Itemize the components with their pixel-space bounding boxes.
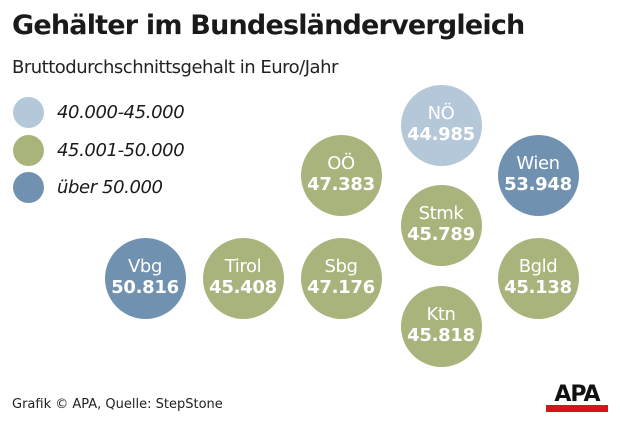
bubble-oö: OÖ 47.383 <box>300 134 382 216</box>
bubble-label: Sbg <box>324 256 358 277</box>
chart-title: Gehälter im Bundesländervergleich <box>12 10 525 41</box>
bubble-value: 45.138 <box>504 277 572 298</box>
bubble-sbg: Sbg 47.176 <box>300 237 382 319</box>
apa-logo-bar <box>546 405 608 412</box>
legend-label: 45.001-50.000 <box>57 139 185 161</box>
bubble-wien: Wien 53.948 <box>497 134 579 216</box>
bubble-value: 44.985 <box>407 124 475 145</box>
bubble-value: 45.789 <box>407 224 475 245</box>
legend-label: 40.000-45.000 <box>57 101 185 123</box>
bubble-label: Tirol <box>224 256 262 277</box>
bubble-vbg: Vbg 50.816 <box>104 237 186 319</box>
bubble-value: 50.816 <box>111 277 179 298</box>
bubble-value: 45.408 <box>209 277 277 298</box>
legend-dot-mid <box>13 134 44 166</box>
source-credit: Grafik © APA, Quelle: StepStone <box>12 397 223 412</box>
apa-logo-text: APA <box>554 382 600 407</box>
bubble-label: OÖ <box>327 153 355 174</box>
bubble-value: 45.818 <box>407 325 475 346</box>
bubble-value: 47.176 <box>307 277 375 298</box>
bubble-tirol: Tirol 45.408 <box>202 237 284 319</box>
legend-item-high: über 50.000 <box>13 171 163 203</box>
bubble-nö: NÖ 44.985 <box>400 84 482 166</box>
bubble-ktn: Ktn 45.818 <box>400 285 482 367</box>
chart-subtitle: Bruttodurchschnittsgehalt in Euro/Jahr <box>12 57 338 78</box>
bubble-value: 47.383 <box>307 174 375 195</box>
legend-item-mid: 45.001-50.000 <box>13 134 185 166</box>
legend-dot-low <box>13 96 44 128</box>
bubble-bgld: Bgld 45.138 <box>497 237 579 319</box>
bubble-label: NÖ <box>427 103 455 124</box>
legend-label: über 50.000 <box>57 176 163 198</box>
bubble-label: Bgld <box>518 256 558 277</box>
apa-logo: APA <box>546 382 608 412</box>
bubble-label: Stmk <box>418 203 464 224</box>
bubble-label: Ktn <box>426 304 456 325</box>
legend-dot-high <box>13 171 44 203</box>
bubble-label: Wien <box>516 153 560 174</box>
bubble-value: 53.948 <box>504 174 572 195</box>
legend-item-low: 40.000-45.000 <box>13 96 185 128</box>
bubble-stmk: Stmk 45.789 <box>400 184 482 266</box>
bubble-label: Vbg <box>128 256 162 277</box>
